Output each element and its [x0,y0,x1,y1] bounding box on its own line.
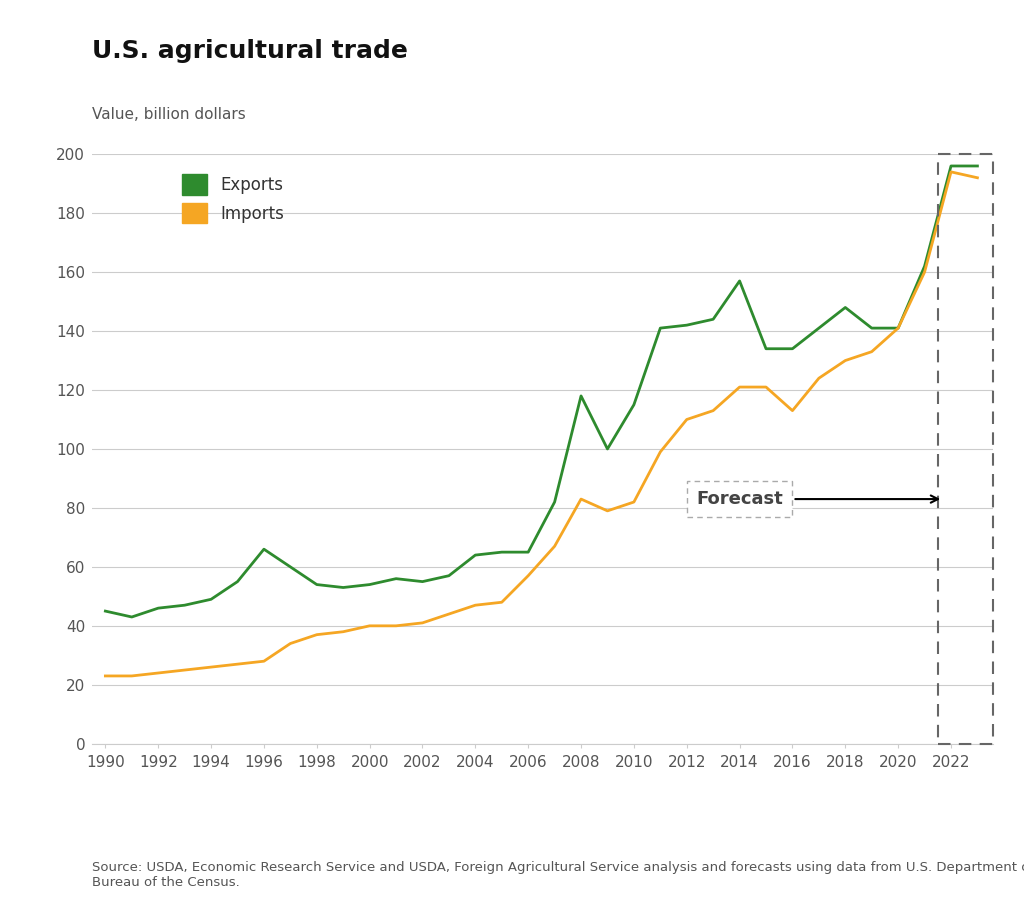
Bar [938,154,993,744]
Text: Forecast: Forecast [696,490,938,508]
Text: U.S. agricultural trade: U.S. agricultural trade [92,40,408,63]
Text: Value, billion dollars: Value, billion dollars [92,107,246,122]
Legend: Exports, Imports: Exports, Imports [181,174,284,223]
Text: Source: USDA, Economic Research Service and USDA, Foreign Agricultural Service a: Source: USDA, Economic Research Service … [92,861,1024,889]
